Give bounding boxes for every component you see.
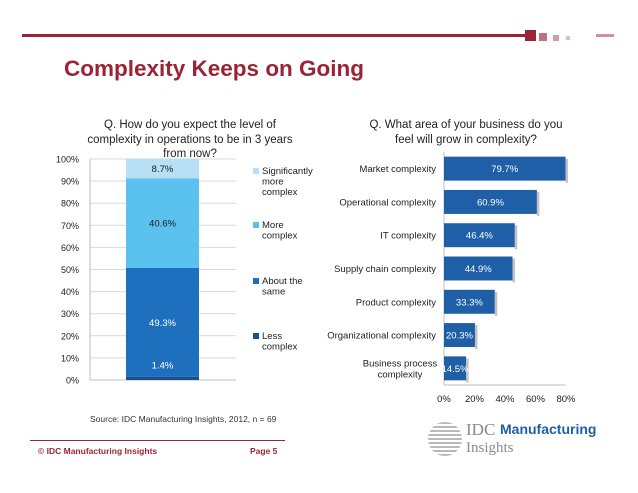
chart2-question: Q. What area of your business do you fee…: [336, 118, 596, 147]
legend-label: complex: [262, 342, 298, 353]
footer-copyright: © IDC Manufacturing Insights: [38, 446, 158, 456]
horizontal-bar: [444, 223, 515, 248]
legend-swatch: [253, 278, 259, 284]
x-tick-label: 20%: [465, 394, 485, 405]
y-tick-label: 80%: [61, 199, 79, 209]
data-label: 33.3%: [456, 297, 483, 308]
data-label: 40.6%: [149, 219, 176, 230]
y-tick-label: 10%: [61, 353, 79, 363]
data-label: 8.7%: [152, 164, 174, 175]
legend-label: complex: [262, 187, 298, 198]
category-label: IT complexity: [380, 231, 436, 242]
data-label: 20.3%: [446, 331, 473, 342]
data-label: 60.9%: [477, 197, 504, 208]
logo-idc-text: IDC: [466, 420, 496, 439]
horizontal-bar: [444, 323, 475, 348]
data-label: 1.4%: [152, 360, 174, 371]
bar-shadow: [466, 358, 469, 383]
legend-label: More: [262, 220, 284, 231]
data-label: 14.5%: [442, 364, 469, 375]
header-square-5: [596, 34, 614, 37]
x-tick-label: 60%: [526, 394, 546, 405]
y-tick-label: 20%: [61, 331, 79, 341]
data-label: 79.7%: [491, 164, 518, 175]
y-tick-label: 70%: [61, 221, 79, 231]
horizontal-bar: [444, 289, 495, 314]
y-tick-label: 40%: [61, 287, 79, 297]
bar-shadow: [494, 291, 498, 316]
idc-logo: IDC Manufacturing Insights: [428, 420, 598, 460]
legend-label: Less: [262, 331, 282, 342]
chart1-question-line: complexity in operations to be in 3 year…: [87, 133, 293, 146]
data-label: 46.4%: [466, 231, 493, 242]
stacked-bar-segment: [126, 159, 199, 179]
stacked-bar-segment: [126, 267, 199, 377]
y-tick-label: 0%: [66, 376, 79, 386]
idc-globe-icon: [428, 422, 462, 456]
stacked-bar-segment: [126, 178, 199, 268]
bar-shadow: [514, 225, 518, 250]
footer-rule: [30, 440, 285, 441]
legend-label: same: [262, 287, 285, 298]
category-label: Market complexity: [359, 164, 436, 175]
header-square-2: [539, 33, 547, 41]
legend-swatch: [253, 333, 259, 339]
category-label: Product complexity: [356, 297, 437, 308]
legend-label: complex: [262, 231, 298, 242]
chart2-question-line: Q. What area of your business do you: [369, 119, 563, 131]
bar-shadow: [565, 158, 569, 183]
category-label: Operational complexity: [339, 197, 436, 208]
y-tick-label: 50%: [61, 265, 79, 275]
header-square: [525, 30, 536, 41]
chart1-question-line: from now?: [163, 148, 217, 160]
y-tick-label: 90%: [61, 177, 79, 187]
legend-label: more: [262, 177, 284, 188]
x-tick-label: 40%: [495, 394, 515, 405]
footer-page-number: Page 5: [250, 446, 278, 456]
x-tick-label: 0%: [437, 394, 451, 405]
logo-manufacturing-text: Manufacturing: [500, 421, 597, 437]
source-note: Source: IDC Manufacturing Insights, 2012…: [90, 414, 277, 424]
x-tick-label: 80%: [556, 394, 576, 405]
header-square-3: [553, 35, 559, 41]
header-rule: [22, 34, 525, 37]
chart1-question: Q. How do you expect the level of comple…: [70, 118, 310, 162]
logo-insights-text: Insights: [466, 440, 514, 456]
data-label: 49.3%: [149, 318, 176, 329]
legend-label: About the: [262, 276, 303, 287]
legend-swatch: [253, 168, 259, 174]
bar-shadow: [536, 191, 540, 216]
category-label: Supply chain complexity: [334, 264, 436, 275]
chart2-question-line: feel will grow in complexity?: [395, 133, 537, 146]
chart1-question-line: Q. How do you expect the level of: [104, 119, 276, 131]
data-label: 44.9%: [465, 264, 492, 275]
y-tick-label: 60%: [61, 243, 79, 253]
horizontal-bar: [444, 256, 513, 281]
bar-shadow: [474, 325, 478, 350]
y-tick-label: 100%: [56, 155, 79, 165]
category-label: complexity: [378, 369, 423, 380]
category-label: Organizational complexity: [327, 331, 436, 342]
header-square-4: [566, 36, 570, 40]
bar-shadow: [512, 258, 515, 283]
horizontal-bar: [444, 156, 566, 181]
stacked-bar-segment: [126, 376, 199, 380]
slide-title: Complexity Keeps on Going: [64, 56, 365, 81]
category-label: Business process: [363, 358, 438, 369]
legend-label: Significantly: [262, 166, 313, 177]
horizontal-bar: [444, 189, 537, 214]
y-tick-label: 30%: [61, 309, 79, 319]
horizontal-bar: [444, 356, 467, 381]
legend-swatch: [253, 222, 259, 228]
